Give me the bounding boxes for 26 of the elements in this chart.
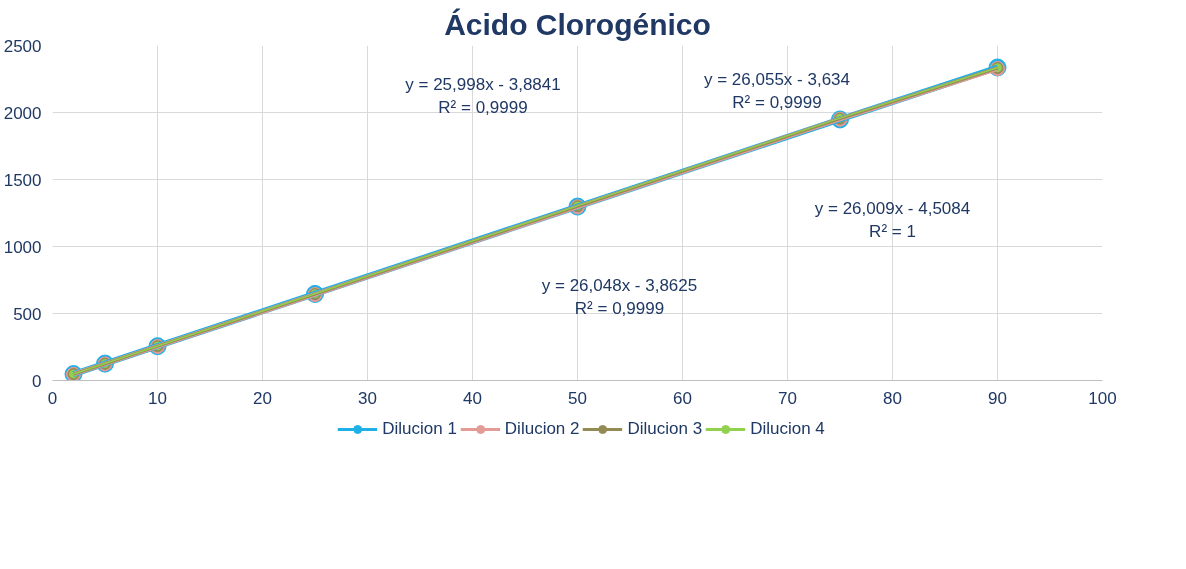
x-tick-label: 60 [673, 388, 692, 408]
x-tick-label: 0 [47, 388, 58, 408]
y-tick-label: 1000 [3, 237, 42, 257]
y-tick-label: 2500 [3, 36, 42, 56]
x-tick-label: 70 [778, 388, 797, 408]
legend-label: Dilucion 2 [504, 418, 580, 439]
annotation: y = 26,048x - 3,8625 R² = 0,9999 [541, 275, 698, 318]
legend-label: Dilucion 4 [750, 418, 825, 439]
x-tick-label: 20 [253, 388, 272, 408]
annotation: y = 26,055x - 3,634 R² = 0,9999 [703, 69, 851, 112]
y-tick-label: 0 [32, 371, 42, 391]
x-tick-label: 10 [148, 388, 167, 408]
annotation: y = 25,998x - 3,8841 R² = 0,9999 [405, 74, 561, 117]
legend-label: Dilucion 3 [627, 418, 703, 439]
legend-label: Dilucion 1 [382, 418, 457, 439]
x-tick-label: 90 [988, 388, 1007, 408]
x-tick-label: 50 [568, 388, 587, 408]
x-tick-label: 80 [883, 388, 902, 408]
y-tick-label: 1500 [3, 170, 42, 190]
annotation: y = 26,009x - 4,5084 R² = 1 [814, 198, 971, 241]
y-tick-label: 2000 [3, 103, 42, 123]
x-tick-label: 40 [463, 388, 482, 408]
x-tick-label: 30 [358, 388, 377, 408]
x-tick-label: 100 [1088, 388, 1117, 408]
y-tick-label: 500 [13, 304, 42, 324]
chart-title: Ácido Clorogénico [444, 7, 711, 41]
